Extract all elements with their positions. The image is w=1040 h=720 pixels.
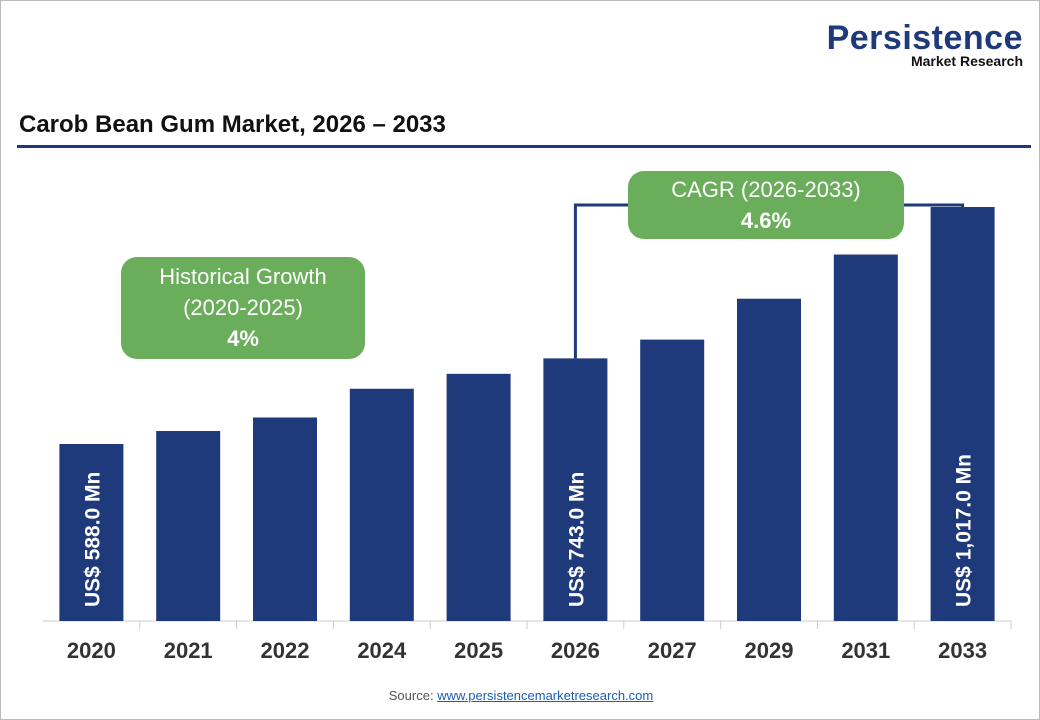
source: Source: www.persistencemarketresearch.co… [1,688,1039,703]
historical-value: 4% [227,326,259,351]
x-tick-label-2029: 2029 [745,638,794,663]
x-tick-label-2031: 2031 [841,638,890,663]
bar-2027 [640,339,705,621]
title-divider [17,145,1031,148]
data-label-2026: US$ 743.0 Mn [565,472,588,607]
cagr-value: 4.6% [740,208,792,233]
bar-2026 [543,358,608,621]
bar-2033 [930,207,995,622]
data-label-2020: US$ 588.0 Mn [81,472,104,607]
historical-period: (2020-2025) [183,295,303,320]
bar-2029 [737,298,801,621]
bar-2025 [446,373,511,621]
source-link[interactable]: www.persistencemarketresearch.com [437,688,654,703]
x-tick-label-2025: 2025 [454,638,503,663]
cagr-label: CAGR (2026-2033) [671,177,861,202]
logo-subtitle: Market Research [910,53,1023,69]
x-tick-label-2026: 2026 [551,638,600,663]
bar-2022 [253,417,317,621]
x-tick-label-2022: 2022 [261,638,310,663]
x-tick-label-2024: 2024 [357,638,407,663]
bar-2021 [156,431,221,621]
historical-label: Historical Growth [159,264,327,289]
x-tick-label-2021: 2021 [164,638,213,663]
chart-title: Carob Bean Gum Market, 2026 – 2033 [19,111,446,138]
source-prefix: Source: [388,688,434,703]
data-label-2033: US$ 1,017.0 Mn [953,454,976,607]
bar-2024 [349,388,414,621]
x-tick-label-2027: 2027 [648,638,697,663]
logo: Persistence [826,19,1023,57]
x-tick-label-2020: 2020 [67,638,116,663]
cagr-badge: CAGR (2026-2033) 4.6% [628,171,904,239]
x-tick-label-2033: 2033 [938,638,987,663]
historical-growth-badge: Historical Growth (2020-2025) 4% [121,257,365,359]
bar-2031 [833,254,898,621]
bar-2020 [59,444,124,621]
